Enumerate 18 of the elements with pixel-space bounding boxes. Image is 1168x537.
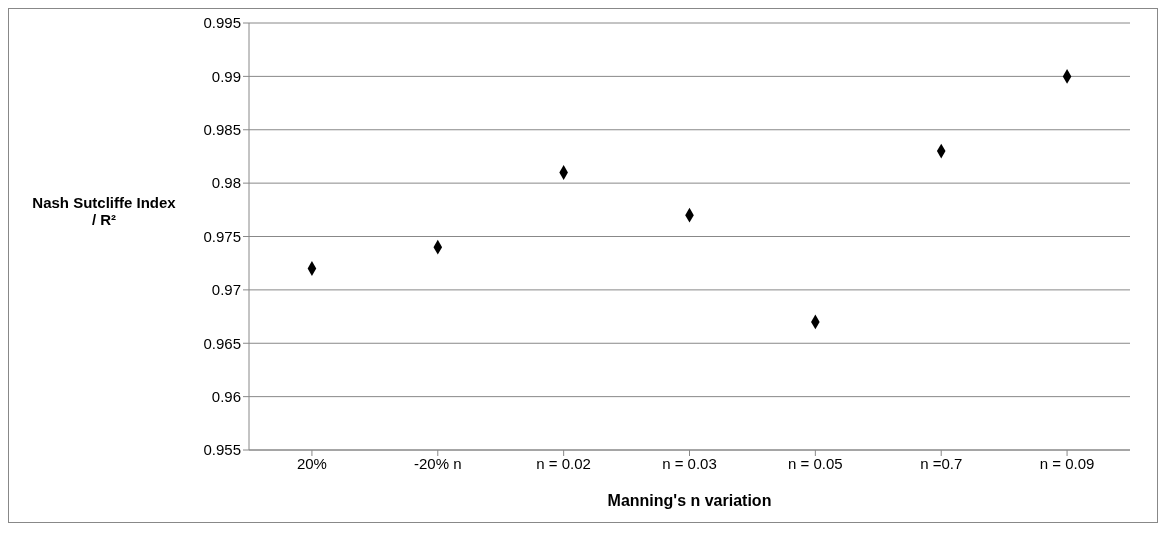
x-axis-title: Manning's n variation bbox=[607, 492, 772, 509]
x-tick-label: -20% n bbox=[414, 454, 462, 472]
y-tick-label: 0.97 bbox=[211, 281, 241, 299]
x-tick-label: n = 0.05 bbox=[788, 454, 843, 472]
x-tick-label: n = 0.09 bbox=[1039, 454, 1095, 472]
x-tick-label: n = 0.03 bbox=[662, 454, 717, 472]
y-axis-title: Nash Sutcliffe Index / R² bbox=[31, 194, 177, 228]
y-tick-label: 0.96 bbox=[211, 387, 241, 405]
y-tick-label: 0.975 bbox=[203, 227, 241, 245]
x-tick-label: 20% bbox=[296, 454, 327, 472]
x-tick-label: n =0.7 bbox=[920, 454, 963, 472]
x-tick-label: n = 0.02 bbox=[536, 454, 591, 472]
y-tick-label: 0.955 bbox=[203, 441, 241, 459]
y-tick-label: 0.99 bbox=[211, 67, 241, 85]
y-tick-label: 0.965 bbox=[203, 334, 241, 352]
y-tick-label: 0.985 bbox=[203, 121, 241, 139]
y-tick-label: 0.995 bbox=[203, 14, 241, 32]
y-tick-label: 0.98 bbox=[211, 174, 241, 192]
